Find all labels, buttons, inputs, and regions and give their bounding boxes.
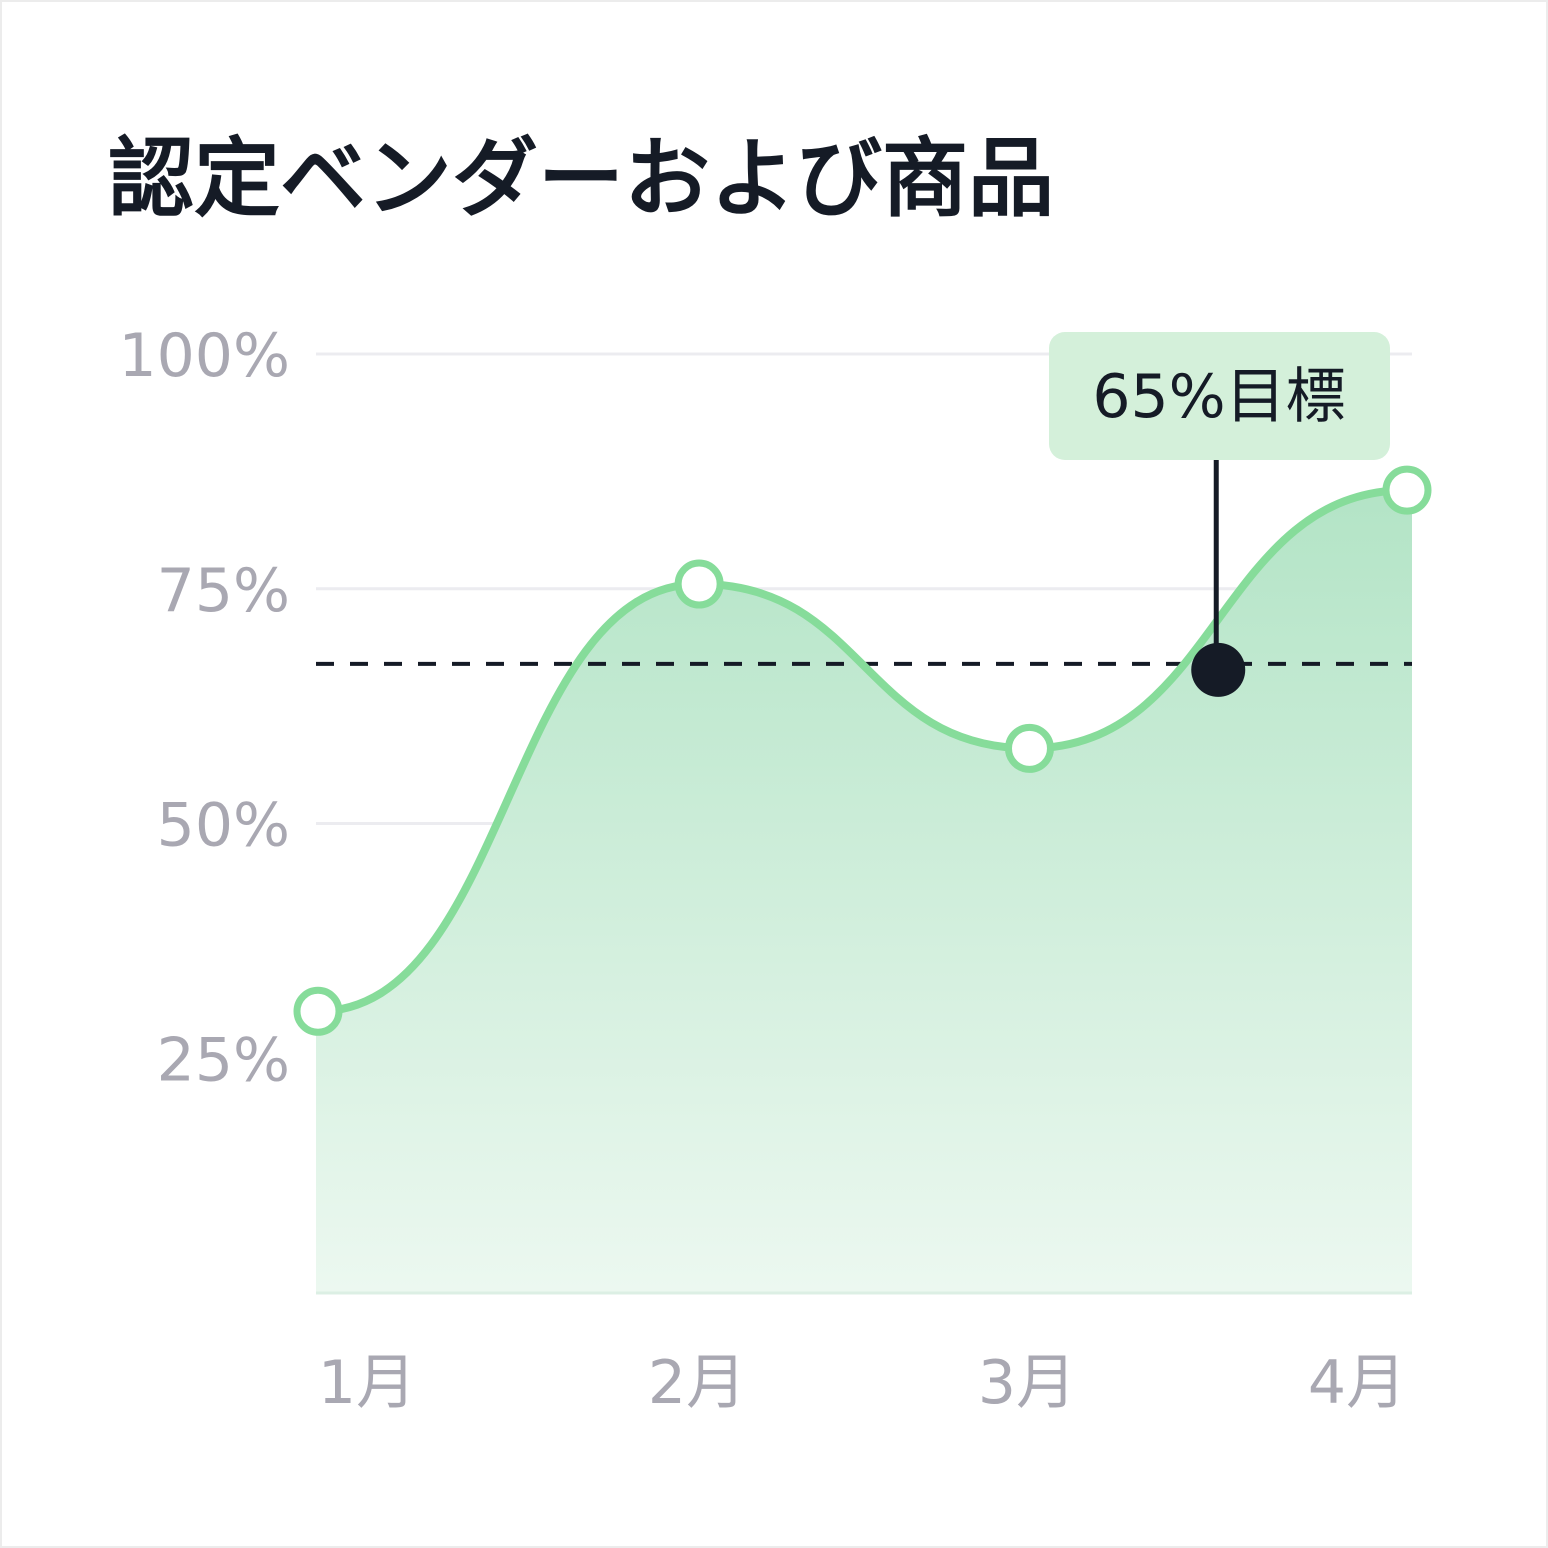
x-tick-label: 3月 [978, 1348, 1076, 1418]
x-tick-label: 1月 [318, 1348, 416, 1418]
area-fill [316, 490, 1412, 1293]
y-tick-label: 100% [118, 321, 290, 391]
data-point [1004, 723, 1054, 773]
target-annotation: 65%目標 [1049, 332, 1390, 697]
y-tick-label: 50% [157, 791, 290, 861]
data-point [674, 559, 724, 609]
annotation-box [1049, 332, 1390, 460]
chart-title: 認定ベンダーおよび商品 [108, 129, 1054, 229]
data-point [1382, 465, 1432, 515]
data-point [293, 986, 343, 1036]
x-tick-label: 2月 [648, 1348, 746, 1418]
y-tick-label: 25% [157, 1025, 290, 1095]
y-tick-label: 75% [157, 556, 290, 626]
x-tick-label: 4月 [1308, 1348, 1406, 1418]
annotation-label: 65%目標 [1092, 362, 1345, 432]
target-marker [1191, 642, 1246, 697]
